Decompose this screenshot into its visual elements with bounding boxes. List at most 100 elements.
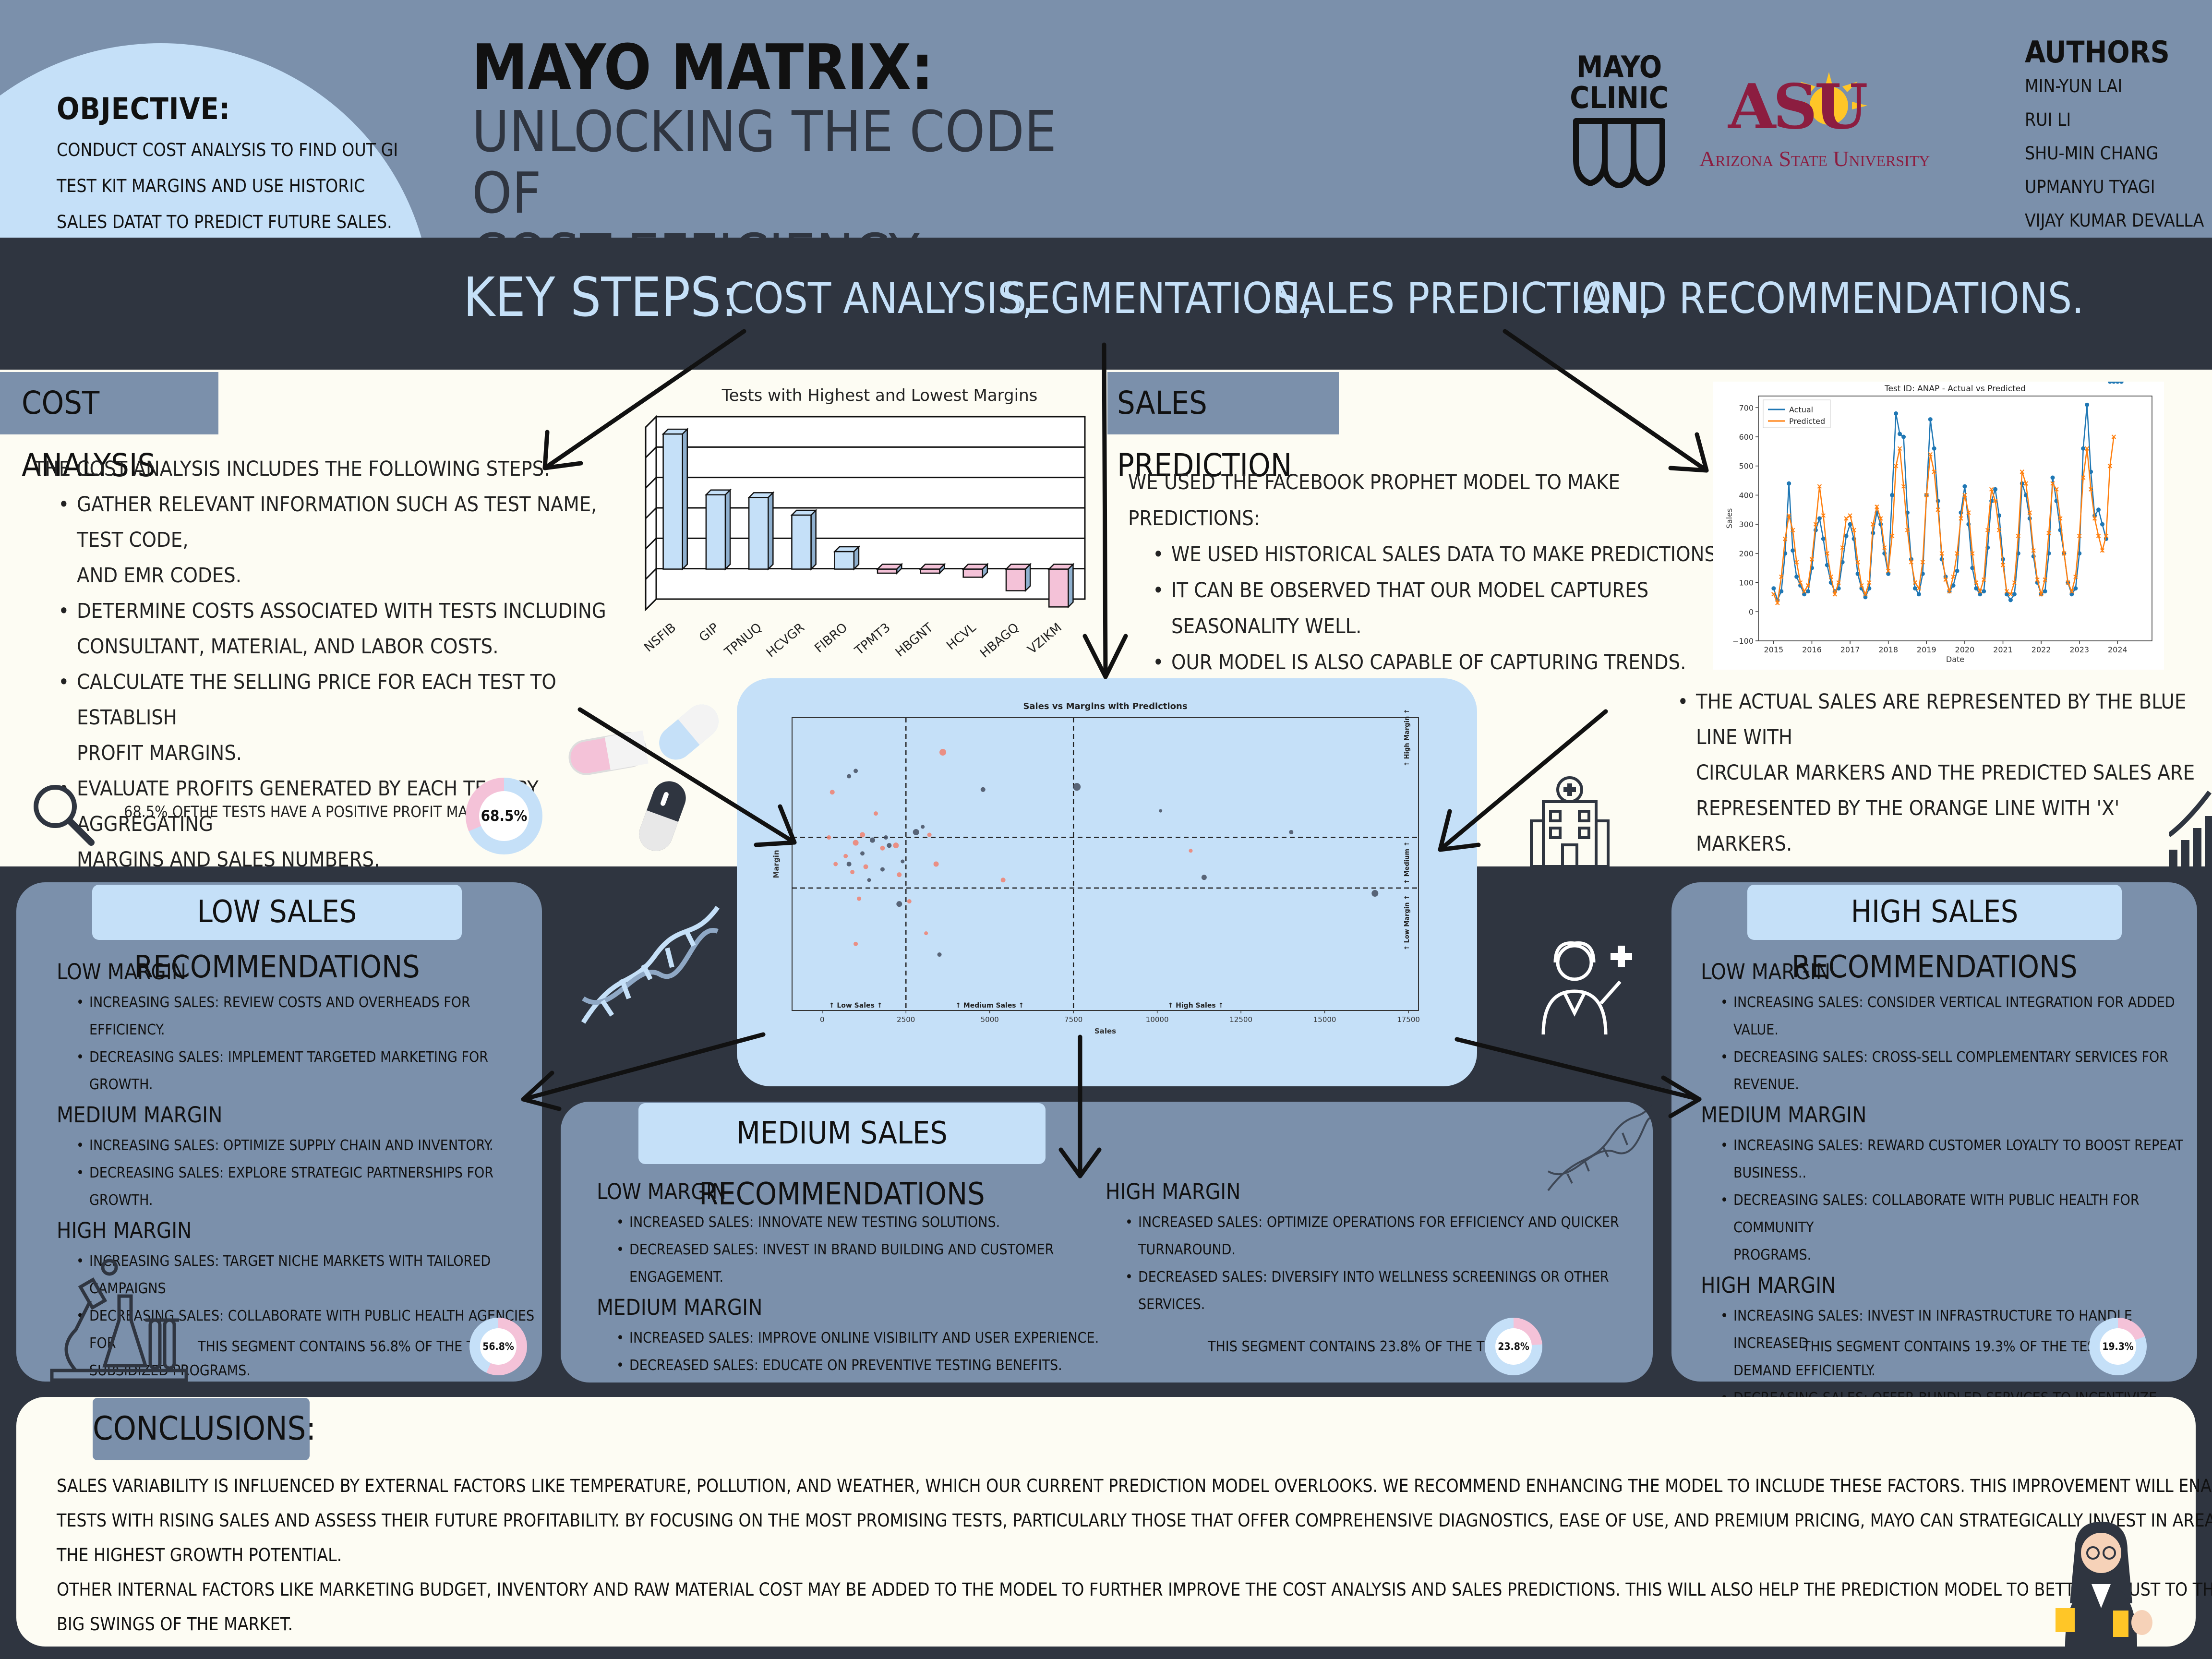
data-point: [1993, 498, 1998, 504]
data-point: [1912, 580, 1918, 585]
data-point: [863, 864, 868, 869]
data-point: [2077, 533, 2082, 539]
data-point: [1916, 586, 1922, 591]
key-step: SEGMENTATION,: [1002, 274, 1313, 323]
arrow-head: [1668, 432, 1709, 473]
data-point: [1840, 545, 1845, 550]
explanation-point: THE ACTUAL SALES ARE REPRESENTED BY THE …: [1677, 684, 2210, 862]
data-point: [2039, 592, 2044, 597]
dna-icon: [581, 906, 720, 1024]
data-point: [2054, 487, 2059, 492]
plot-frame: [792, 717, 1419, 1011]
region-label: ↑ Low Sales ↑: [829, 1002, 883, 1010]
x-tick-label: 2500: [897, 1015, 915, 1024]
data-point: [1794, 560, 1799, 565]
conclusions-text: SALES VARIABILITY IS INFLUENCED BY EXTER…: [57, 1469, 2212, 1642]
prediction-point: OUR MODEL IS ALSO CAPABLE OF CAPTURING T…: [1153, 645, 1728, 681]
data-point: [896, 901, 902, 907]
data-point: [1974, 580, 1979, 585]
data-point: [2080, 475, 2086, 480]
data-point: [980, 787, 986, 792]
arrow: [1102, 342, 1108, 679]
medium-segment-donut: 23.8%: [1485, 1318, 1542, 1375]
lab-equipment-icon: [50, 1259, 188, 1382]
data-point: [2008, 592, 2013, 597]
data-point: [1916, 592, 1921, 597]
y-axis-label: Margin: [772, 850, 781, 878]
data-point: [827, 835, 831, 840]
data-point: [1802, 589, 1807, 594]
x-tick-label: 2019: [1917, 645, 1936, 654]
data-point: [1828, 574, 1833, 579]
data-point: [1962, 493, 1967, 498]
data-point: [1805, 583, 1811, 588]
sales-prediction-intro: WE USED THE FACEBOOK PROPHET MODEL TO MA…: [1128, 470, 1620, 530]
data-point: [1836, 580, 1841, 585]
data-point: [939, 749, 947, 756]
arrow-head: [1058, 1147, 1102, 1178]
conclusions-panel: [16, 1397, 2196, 1647]
recommendation: INCREASED SALES: INNOVATE NEW TESTING SO…: [616, 1209, 1125, 1236]
data-point: [2000, 563, 2006, 567]
x-tick-label: 2018: [1878, 645, 1898, 654]
legend-box: [1763, 399, 1831, 428]
arrow-head: [754, 804, 797, 847]
data-point: [1912, 586, 1917, 591]
objective-line: TEST KIT MARGINS AND USE HISTORIC: [57, 176, 365, 196]
x-tick-label: 15000: [1313, 1015, 1336, 1024]
data-point: [2107, 464, 2113, 469]
data-point: [1955, 551, 1960, 556]
y-tick-label: 400: [1739, 491, 1754, 500]
bar-side: [724, 488, 731, 571]
scatter-panel: [737, 678, 1477, 1086]
sales-prediction-heading: SALES PREDICTION: [1107, 372, 1339, 484]
data-point: [1966, 510, 1971, 515]
positive-margin-text: 68.5% OFTHE TESTS HAVE A POSITIVE PROFIT…: [124, 803, 507, 821]
data-point: [867, 878, 871, 882]
data-point: [869, 837, 875, 843]
data-point: [897, 872, 902, 878]
data-point: [1920, 560, 1925, 565]
data-point: [2084, 446, 2090, 451]
data-point: [1978, 592, 1983, 597]
conclusion-line: BIG SWINGS OF THE MARKET.: [57, 1614, 293, 1635]
x-tick-label: 2022: [2032, 645, 2051, 654]
data-point: [2085, 402, 2090, 407]
conclusion-line: SALES VARIABILITY IS INFLUENCED BY EXTER…: [57, 1476, 2212, 1496]
data-point: [1802, 592, 1807, 597]
data-point: [1809, 557, 1815, 562]
data-point: [847, 774, 852, 779]
x-tick-label: 2015: [1764, 645, 1783, 654]
data-point: [1924, 493, 1929, 498]
bar: [662, 433, 683, 570]
data-point: [2043, 589, 2047, 594]
data-point: [2035, 577, 2040, 582]
researcher-illustration: [2056, 1522, 2152, 1647]
bar-side: [1024, 563, 1031, 592]
conclusion-line: THE HIGHEST GROWTH POTENTIAL.: [57, 1545, 342, 1565]
arrow: [1455, 1037, 1702, 1102]
conclusion-line: OTHER INTERNAL FACTORS LIKE MARKETING BU…: [57, 1579, 2212, 1600]
data-point: [846, 862, 852, 866]
data-point: [1886, 571, 1891, 576]
data-point: [1955, 568, 1960, 573]
data-point: [2012, 580, 2017, 585]
recommendation: DECREASED SALES: DIVERSIFY INTO WELLNESS…: [1125, 1263, 1643, 1318]
mayo-shield-icon: [1573, 118, 1665, 189]
cost-step: DETERMINE COSTS ASSOCIATED WITH TESTS IN…: [58, 593, 624, 664]
arrow-head: [1661, 1075, 1702, 1118]
mayo-logo-text: MAYO: [1576, 49, 1662, 84]
x-tick-label: 10000: [1146, 1015, 1169, 1024]
region-label: ↑ Low Margin ↑: [1404, 895, 1411, 950]
data-point: [1889, 533, 1895, 539]
cost-analysis-heading: COST ANALYSIS: [0, 372, 218, 484]
y-tick-label: 100: [1739, 578, 1754, 588]
bar-side: [939, 563, 945, 575]
data-point: [1825, 563, 1829, 567]
data-point: [2066, 580, 2070, 585]
data-point: [860, 851, 865, 856]
data-point: [1786, 513, 1791, 518]
growth-chart-icon: [2169, 790, 2212, 866]
data-point: [857, 896, 862, 901]
data-point: [1951, 574, 1956, 579]
